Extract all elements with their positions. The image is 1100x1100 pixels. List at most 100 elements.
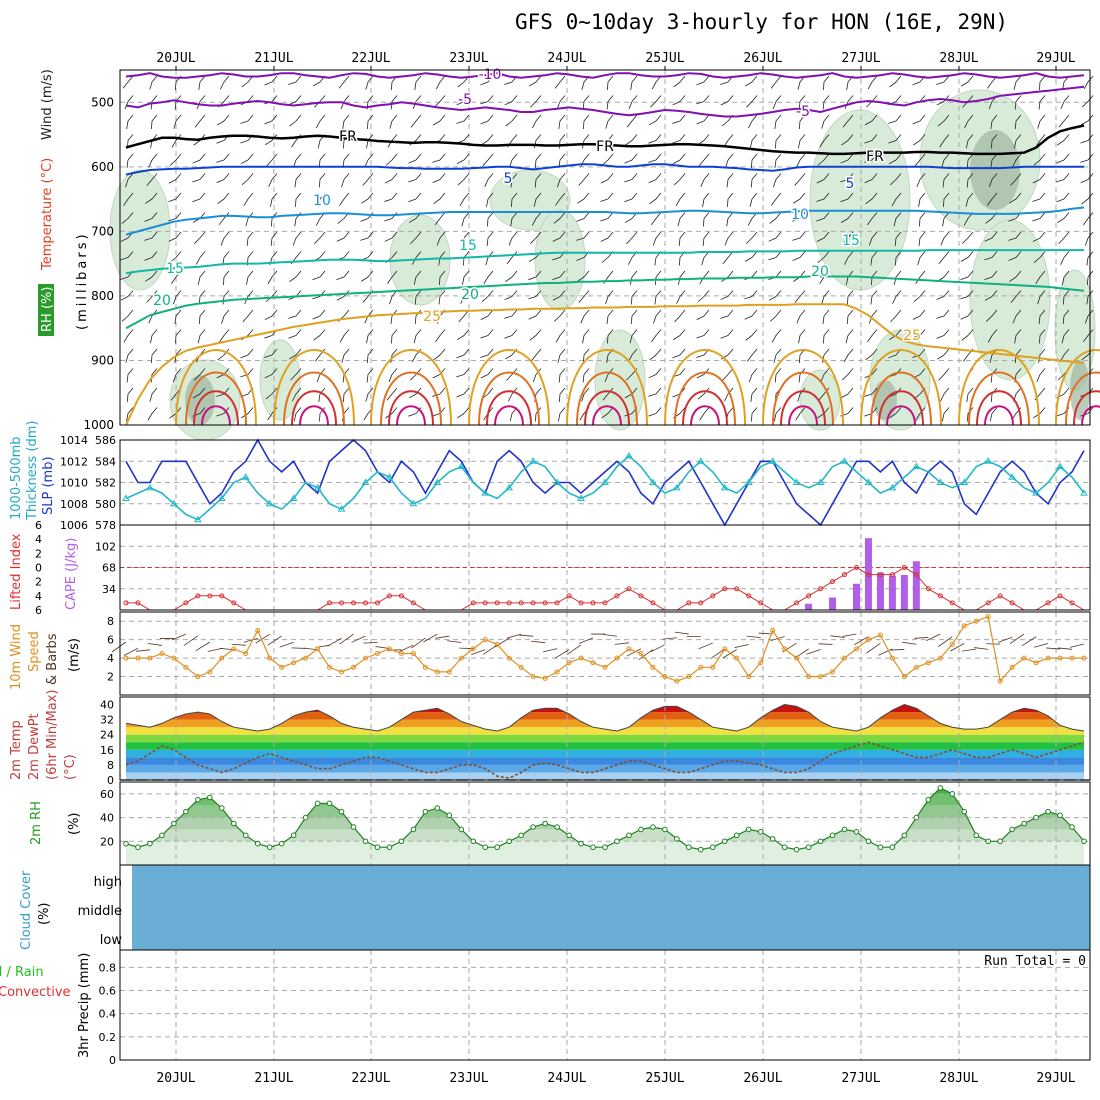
wind-barb [339,192,350,206]
wind-barb [173,290,182,305]
wind-barb [675,192,686,207]
wind-barb [194,114,206,128]
wind-barb [605,114,614,129]
temp-band [125,719,1085,728]
wind-barb [480,95,494,105]
wind-barb [938,251,950,264]
wind-barb [456,134,470,144]
wind-barb [696,329,710,339]
rh-marker [434,805,441,811]
wind-barb [674,309,686,323]
wind-barb-10m [171,633,187,641]
wind-barb [867,75,878,90]
lifted-index-marker [853,565,859,570]
wind-speed-marker [901,674,907,680]
wind-barb [846,309,854,325]
wind-barb [842,114,854,128]
wind-barb [746,348,758,362]
slp-tick: 1012 [60,455,88,468]
wind-barb-10m [998,636,1013,643]
date-label-top: 24JUL [547,51,586,66]
wind-barb-10m [1046,647,1061,650]
rh-marker [805,844,812,851]
isotherm-label-10: 10 [791,207,809,223]
lifted-index-marker [1069,600,1075,606]
wind-barb [552,231,566,242]
li-tick: 2 [35,576,42,589]
isotherm-label-25: 25 [903,328,921,344]
wind-barb [1014,114,1022,130]
wind-barb [697,387,710,400]
date-label-bottom: 27JUL [841,1071,880,1086]
wind-barb [941,407,950,422]
wind-barb-10m [183,635,199,646]
thickness-marker [601,478,609,485]
rh-marker [482,844,489,851]
lifted-index-marker [566,593,572,599]
wind-barb [649,192,662,205]
wind-speed-marker [782,646,788,652]
precip-tick: 0.8 [99,961,117,974]
wind-barb [456,95,470,106]
thickness-marker [888,483,897,491]
wind-barb-10m [543,648,558,653]
wind-barb [918,192,926,207]
wind-barb-10m [411,637,426,649]
isotherm-label--5: -5 [458,92,472,108]
rh-bands [125,787,1085,865]
wind-barb [1008,231,1022,241]
wind-barb-10m [842,633,857,637]
wind-barb [192,153,206,164]
wind-speed-marker [291,660,297,666]
wind-speed-marker [937,655,943,661]
wind-barb [435,75,446,90]
wind-speed-marker [1009,664,1015,670]
wind-barb [267,270,278,285]
wind-barb [629,270,638,285]
wind-barb [438,290,446,305]
wind-barb [456,368,470,378]
wind-barb-10m [758,632,773,635]
temp-band [125,704,1085,713]
surface-isotherm-loop [968,371,1030,426]
wind-barb [672,95,686,106]
wind-barb [816,173,830,184]
wind-barb [1039,75,1046,91]
surface-isotherm-loop [1065,371,1100,426]
wind-barb [915,270,926,284]
thickness-marker [625,451,633,459]
lifted-index-marker [374,600,380,606]
date-label-top: 29JUL [1036,51,1075,66]
lifted-index-marker [949,600,955,606]
wind-tick: 4 [107,652,114,665]
wind-barb [317,192,326,207]
wind-barb [751,407,758,422]
temp-band [125,727,1085,735]
wind-barb-10m [423,633,438,643]
lifted-index-marker [530,600,536,606]
wind-barb [624,173,638,183]
wind-barb [365,387,374,402]
rh-marker [913,814,920,821]
wind-barb [722,368,734,381]
wind-barb [553,212,566,224]
wind-barb [504,95,518,106]
wind-barb [361,192,374,204]
wind-barb [1037,114,1046,129]
wind-barb [1083,75,1094,90]
lifted-index-marker [698,600,704,606]
thickness-marker [696,457,705,464]
thickness-marker [241,473,250,480]
wind-barb [265,387,278,400]
wind-barb [792,251,806,261]
rh-marker [338,808,345,815]
rh-marker [961,808,968,815]
wind-barb [149,387,158,402]
wind-barb [169,153,182,166]
wind-barb [794,173,806,186]
dewpoint-line [125,741,1085,779]
wind-barb [121,309,134,322]
wind-barb [125,173,134,188]
thickness-marker [529,457,538,464]
wind-speed-marker [458,655,464,661]
